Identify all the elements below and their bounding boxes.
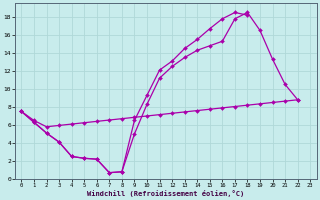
X-axis label: Windchill (Refroidissement éolien,°C): Windchill (Refroidissement éolien,°C)	[87, 190, 244, 197]
